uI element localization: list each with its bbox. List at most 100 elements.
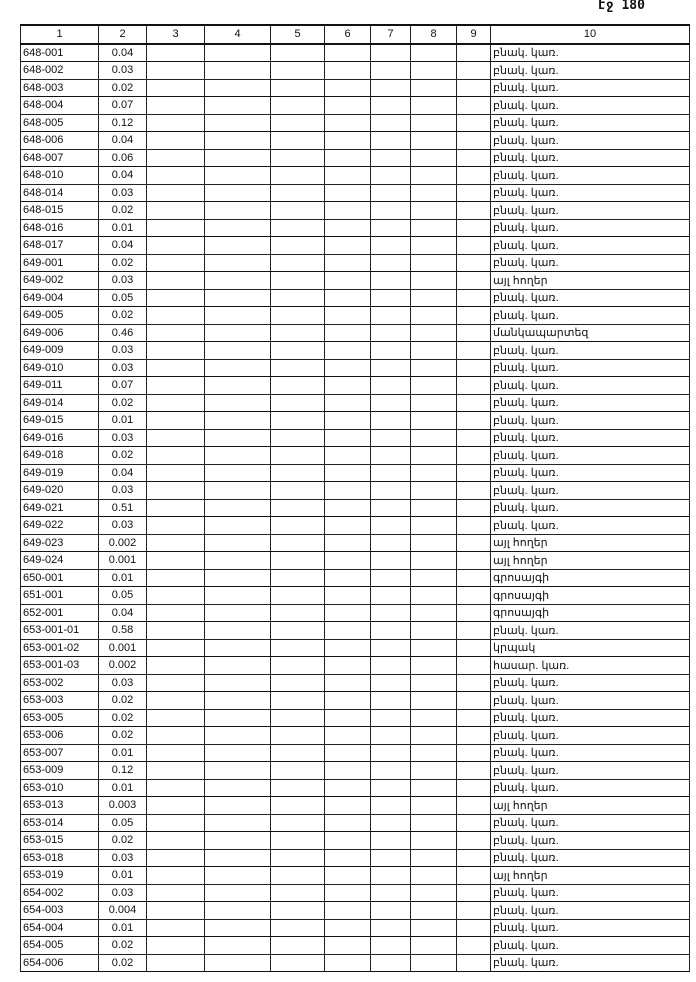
land-use: բնակ. կառ.: [490, 236, 690, 255]
empty-cell: [456, 271, 491, 290]
empty-cell: [270, 201, 325, 220]
empty-cell: [410, 428, 457, 447]
empty-cell: [204, 463, 271, 482]
empty-cell: [270, 358, 325, 377]
empty-cell: [456, 253, 491, 272]
parcel-code: 649-001: [20, 253, 99, 272]
empty-cell: [146, 568, 205, 587]
empty-cell: [370, 533, 411, 552]
parcel-code: 654-004: [20, 918, 99, 937]
land-use: բնակ. կառ.: [490, 498, 690, 517]
empty-cell: [410, 481, 457, 500]
empty-cell: [410, 253, 457, 272]
empty-cell: [410, 201, 457, 220]
empty-cell: [324, 533, 371, 552]
land-use: բնակ. կառ.: [490, 463, 690, 482]
table-row: 648-001 0.04 բնակ. կառ.: [20, 43, 690, 62]
parcel-code: 649-004: [20, 288, 99, 307]
empty-cell: [370, 96, 411, 115]
empty-cell: [204, 148, 271, 167]
empty-cell: [324, 481, 371, 500]
table-row: 653-002 0.03 բնակ. կառ.: [20, 673, 690, 692]
empty-cell: [456, 708, 491, 727]
empty-cell: [456, 953, 491, 972]
empty-cell: [146, 516, 205, 535]
empty-cell: [456, 498, 491, 517]
empty-cell: [456, 236, 491, 255]
column-header-7: 7: [370, 24, 411, 45]
empty-cell: [270, 586, 325, 605]
land-use: բնակ. կառ.: [490, 306, 690, 325]
column-header-9: 9: [456, 24, 491, 45]
empty-cell: [270, 866, 325, 885]
table-row: 649-024 0.001 այլ հողեր: [20, 551, 690, 570]
parcel-code: 653-013: [20, 796, 99, 815]
empty-cell: [146, 463, 205, 482]
empty-cell: [146, 953, 205, 972]
parcel-code: 649-018: [20, 446, 99, 465]
table-row: 649-023 0.002 այլ հողեր: [20, 533, 690, 552]
empty-cell: [324, 463, 371, 482]
empty-cell: [270, 673, 325, 692]
empty-cell: [204, 131, 271, 150]
empty-cell: [370, 656, 411, 675]
empty-cell: [146, 96, 205, 115]
empty-cell: [456, 551, 491, 570]
empty-cell: [270, 813, 325, 832]
parcel-code: 649-009: [20, 341, 99, 360]
empty-cell: [146, 446, 205, 465]
empty-cell: [370, 323, 411, 342]
empty-cell: [370, 866, 411, 885]
empty-cell: [204, 306, 271, 325]
parcel-code: 649-019: [20, 463, 99, 482]
land-use: բնակ. կառ.: [490, 953, 690, 972]
area-value: 0.001: [98, 551, 147, 570]
empty-cell: [146, 533, 205, 552]
empty-cell: [324, 708, 371, 727]
empty-cell: [324, 166, 371, 185]
empty-cell: [324, 586, 371, 605]
empty-cell: [370, 131, 411, 150]
empty-cell: [370, 306, 411, 325]
empty-cell: [204, 778, 271, 797]
area-value: 0.46: [98, 323, 147, 342]
empty-cell: [410, 953, 457, 972]
parcel-code: 650-001: [20, 568, 99, 587]
area-value: 0.01: [98, 778, 147, 797]
empty-cell: [146, 481, 205, 500]
table-row: 654-006 0.02 բնակ. կառ.: [20, 953, 690, 972]
empty-cell: [270, 726, 325, 745]
empty-cell: [410, 621, 457, 640]
empty-cell: [146, 918, 205, 937]
land-use: գրոսայգի: [490, 568, 690, 587]
parcel-code: 653-009: [20, 761, 99, 780]
parcel-code: 652-001: [20, 603, 99, 622]
empty-cell: [410, 166, 457, 185]
empty-cell: [204, 901, 271, 920]
empty-cell: [270, 638, 325, 657]
table-row: 649-020 0.03 բնակ. կառ.: [20, 481, 690, 500]
empty-cell: [324, 813, 371, 832]
empty-cell: [204, 61, 271, 80]
empty-cell: [456, 96, 491, 115]
empty-cell: [204, 236, 271, 255]
land-use: բնակ. կառ.: [490, 428, 690, 447]
empty-cell: [456, 586, 491, 605]
empty-cell: [270, 708, 325, 727]
empty-cell: [410, 183, 457, 202]
empty-cell: [456, 691, 491, 710]
empty-cell: [370, 481, 411, 500]
empty-cell: [204, 96, 271, 115]
parcel-code: 648-010: [20, 166, 99, 185]
empty-cell: [324, 568, 371, 587]
empty-cell: [456, 936, 491, 955]
empty-cell: [324, 288, 371, 307]
parcel-code: 653-015: [20, 831, 99, 850]
empty-cell: [146, 306, 205, 325]
empty-cell: [324, 796, 371, 815]
empty-cell: [370, 761, 411, 780]
empty-cell: [270, 568, 325, 587]
empty-cell: [410, 218, 457, 237]
empty-cell: [456, 288, 491, 307]
parcel-code: 649-016: [20, 428, 99, 447]
